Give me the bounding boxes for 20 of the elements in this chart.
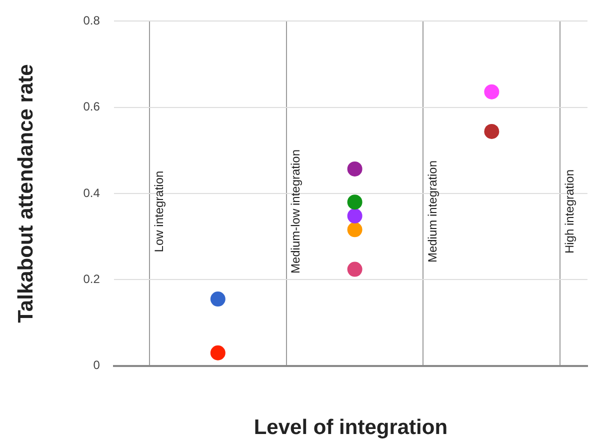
point bbox=[484, 84, 500, 100]
y-axis-title: Talkabout attendance rate bbox=[14, 64, 38, 323]
point bbox=[484, 124, 500, 139]
y-tick-label: 0.8 bbox=[83, 14, 100, 28]
point bbox=[347, 222, 362, 238]
annotation: Medium integration bbox=[426, 160, 440, 263]
annotation: Low integration bbox=[152, 170, 166, 252]
point bbox=[210, 345, 226, 360]
y-tick-label: 0 bbox=[93, 358, 100, 372]
point bbox=[347, 262, 362, 277]
point bbox=[347, 194, 362, 210]
x-axis-title: Level of integration bbox=[254, 416, 448, 440]
point bbox=[347, 161, 362, 176]
y-tick-label: 0.6 bbox=[83, 100, 100, 114]
annotation: Medium-low integration bbox=[288, 149, 303, 274]
y-tick-label: 0.2 bbox=[83, 272, 100, 286]
y-tick-label: 0.4 bbox=[83, 186, 100, 200]
point bbox=[347, 208, 362, 224]
annotation: High integration bbox=[562, 169, 576, 254]
point bbox=[210, 292, 226, 307]
